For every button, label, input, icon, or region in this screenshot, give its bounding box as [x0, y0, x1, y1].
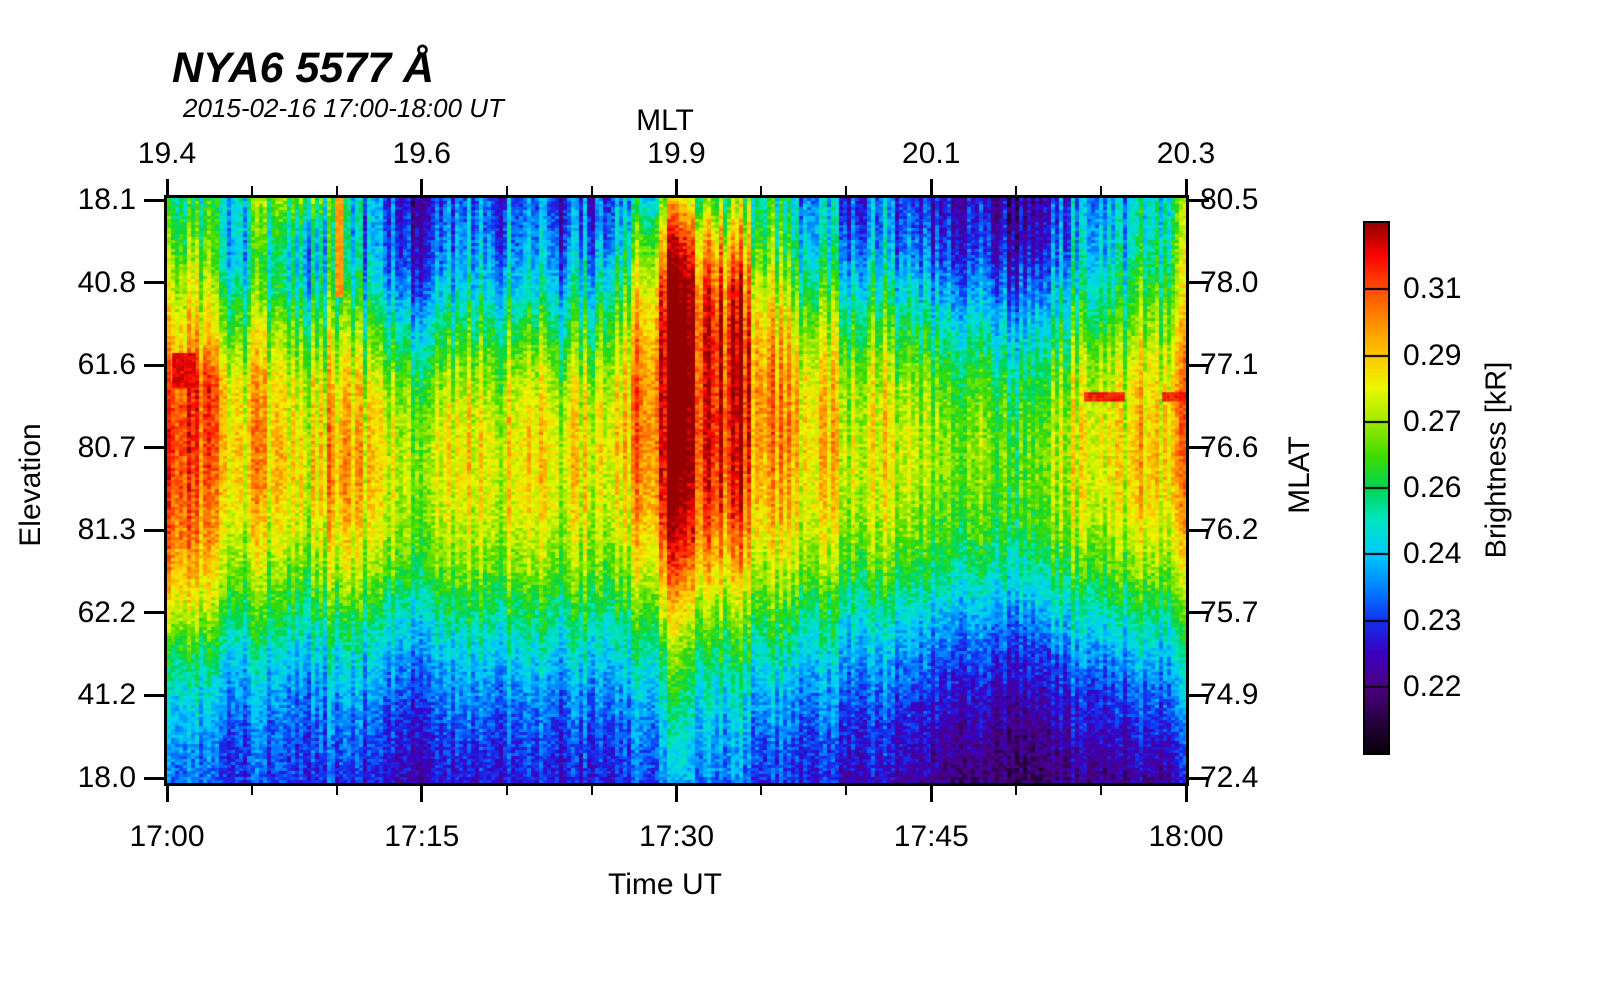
top-axis-tick-label: 19.6 — [392, 137, 451, 170]
right-axis-tick-label: 76.6 — [1200, 430, 1259, 464]
top-axis-tick-label: 20.1 — [902, 137, 961, 170]
bottom-axis-tick — [1015, 786, 1018, 795]
top-axis-tick — [250, 186, 253, 195]
bottom-axis-tick-label: 18:00 — [1148, 820, 1224, 853]
top-axis-tick — [675, 179, 678, 195]
right-axis-tick — [1189, 693, 1209, 697]
right-axis-tick — [1189, 281, 1209, 285]
right-axis-title: MLAT — [1283, 436, 1316, 514]
left-axis-tick — [144, 446, 164, 450]
left-axis-tick — [144, 281, 164, 285]
right-axis-tick-label: 72.4 — [1200, 761, 1259, 794]
bottom-axis-tick — [675, 786, 678, 802]
right-axis-tick — [1189, 776, 1209, 780]
top-axis-title: MLT — [636, 104, 694, 137]
right-axis-tick-label: 76.2 — [1200, 513, 1259, 547]
bottom-axis-tick-label: 17:30 — [638, 820, 715, 853]
colorbar-tick-label: 0.31 — [1403, 272, 1462, 306]
left-axis-tick-label: 18.1 — [77, 183, 136, 216]
bottom-axis-tick-label: 17:00 — [129, 820, 205, 853]
colorbar-label: Brightness [kR] — [1480, 361, 1513, 559]
bottom-axis-tick — [250, 786, 253, 795]
colorbar-tick-label: 0.27 — [1403, 404, 1462, 438]
left-axis-tick-label: 61.6 — [77, 348, 136, 382]
bottom-axis-tick — [590, 786, 593, 795]
bottom-axis-tick-label: 17:45 — [893, 820, 969, 853]
right-axis-tick — [1189, 611, 1209, 615]
top-axis-tick — [335, 186, 338, 195]
top-axis-tick-label: 20.3 — [1156, 137, 1216, 170]
top-axis-tick — [505, 186, 508, 195]
keogram-heatmap-canvas — [167, 198, 1186, 783]
top-axis-tick-label: 19.4 — [137, 137, 197, 170]
colorbar-gradient — [1365, 223, 1388, 753]
right-axis-tick-label: 74.9 — [1200, 678, 1259, 712]
colorbar-tick-label: 0.24 — [1403, 537, 1462, 571]
right-axis-tick — [1189, 446, 1209, 450]
colorbar-tick-label: 0.29 — [1403, 338, 1462, 372]
bottom-axis-title: Time UT — [608, 868, 722, 901]
top-axis-tick — [845, 186, 848, 195]
left-axis-tick — [144, 611, 164, 615]
top-axis-tick — [1100, 186, 1103, 195]
right-axis-tick-label: 80.5 — [1200, 183, 1259, 216]
top-axis-tick — [760, 186, 763, 195]
colorbar-tick-label: 0.22 — [1403, 669, 1462, 703]
left-axis-tick-label: 41.2 — [77, 678, 136, 712]
bottom-axis-tick — [929, 786, 933, 802]
right-axis-tick — [1189, 528, 1209, 532]
plot-title: NYA6 5577 Å — [172, 44, 435, 92]
bottom-axis-tick — [505, 786, 508, 795]
left-axis-tick — [144, 198, 164, 202]
bottom-axis-tick — [845, 786, 848, 795]
bottom-axis-tick — [1184, 786, 1188, 802]
left-axis-tick — [144, 528, 164, 532]
top-axis-tick — [165, 179, 169, 195]
top-axis-tick — [929, 179, 933, 195]
bottom-axis-tick-label: 17:15 — [384, 820, 460, 853]
right-axis-tick — [1189, 198, 1209, 202]
left-axis-tick — [144, 363, 164, 367]
left-axis-tick — [144, 693, 164, 697]
top-axis-tick-label: 19.9 — [647, 137, 706, 170]
bottom-axis-tick — [165, 786, 169, 802]
colorbar-tick-label: 0.26 — [1403, 471, 1462, 504]
right-axis-tick-label: 78.0 — [1200, 265, 1259, 299]
right-axis-tick-label: 77.1 — [1200, 348, 1259, 382]
left-axis-tick-label: 18.0 — [77, 761, 136, 794]
left-axis-tick-label: 62.2 — [77, 595, 136, 629]
top-axis-tick — [1015, 186, 1018, 195]
top-axis-tick — [420, 179, 424, 195]
left-axis-tick-label: 81.3 — [77, 513, 136, 547]
colorbar-tick-label: 0.23 — [1403, 603, 1462, 637]
top-axis-tick — [590, 186, 593, 195]
bottom-axis-tick — [760, 786, 763, 795]
left-axis-tick-label: 80.7 — [77, 430, 136, 464]
top-axis-tick — [1184, 179, 1188, 195]
right-axis-tick — [1189, 363, 1209, 367]
bottom-axis-tick — [335, 786, 338, 795]
bottom-axis-tick — [1100, 786, 1103, 795]
left-axis-tick — [144, 776, 164, 780]
right-axis-tick-label: 75.7 — [1200, 595, 1259, 629]
bottom-axis-tick — [420, 786, 424, 802]
plot-subtitle: 2015-02-16 17:00-18:00 UT — [183, 93, 504, 123]
left-axis-tick-label: 40.8 — [77, 265, 136, 299]
